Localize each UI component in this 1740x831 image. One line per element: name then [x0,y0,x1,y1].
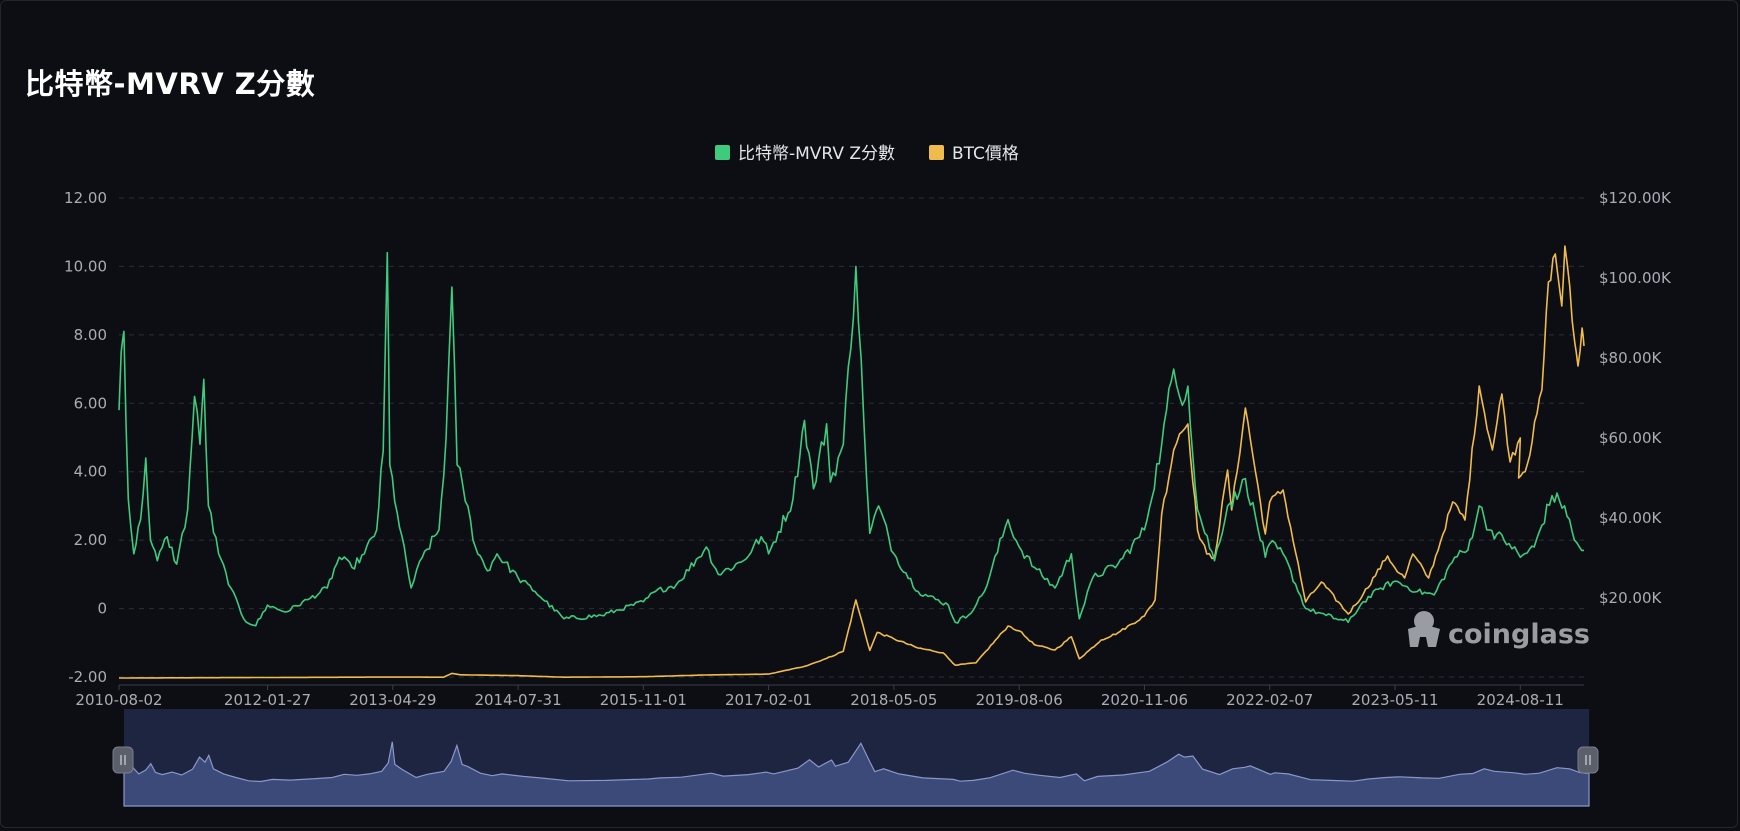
y-right-tick-label: $20.00K [1599,589,1662,607]
x-tick-label: 2019-08-06 [976,691,1063,709]
x-tick-label: 2022-02-07 [1226,691,1313,709]
x-tick-label: 2012-01-27 [224,691,311,709]
y-left-tick-label: 10.00 [64,257,107,275]
y-right-tick-label: $40.00K [1599,509,1662,527]
btc-price-line [119,245,1585,679]
y-right-tick-label: $60.00K [1599,429,1662,447]
mvrv-z-line [118,251,1584,627]
watermark-text: coinglass [1448,619,1590,650]
legend-label[interactable]: BTC價格 [952,144,1019,164]
coinglass-logo-body [1408,626,1440,647]
x-tick-label: 2023-05-11 [1351,691,1438,709]
x-tick-label: 2014-07-31 [474,691,561,709]
y-left-tick-label: 4.00 [74,463,107,481]
navigator-left-handle[interactable] [112,746,134,774]
y-left-tick-label: 12.00 [64,189,107,207]
x-tick-label: 2018-05-05 [850,691,937,709]
navigator-right-handle[interactable] [1577,746,1599,774]
x-tick-label: 2010-08-02 [75,691,162,709]
y-right-tick-label: $80.00K [1599,349,1662,367]
y-left-tick-label: 8.00 [74,326,107,344]
legend-label[interactable]: 比特幣-MVRV Z分數 [738,144,895,164]
legend-swatch[interactable] [715,145,730,160]
y-left-tick-label: 6.00 [74,394,107,412]
x-tick-label: 2024-08-11 [1477,691,1564,709]
y-right-tick-label: $120.00K [1599,189,1672,207]
coinglass-logo-icon [1414,611,1434,631]
x-tick-label: 2013-04-29 [349,691,436,709]
y-right-tick-label: $100.00K [1599,269,1672,287]
x-tick-label: 2017-02-01 [725,691,812,709]
x-tick-label: 2020-11-06 [1101,691,1188,709]
x-tick-label: 2015-11-01 [600,691,687,709]
y-left-tick-label: -2.00 [68,668,107,686]
page-title: 比特幣-MVRV Z分數 [25,67,316,101]
y-left-tick-label: 0 [97,600,107,618]
navigator-preview-area [123,741,1590,807]
legend-swatch[interactable] [929,145,944,160]
y-left-tick-label: 2.00 [74,531,107,549]
